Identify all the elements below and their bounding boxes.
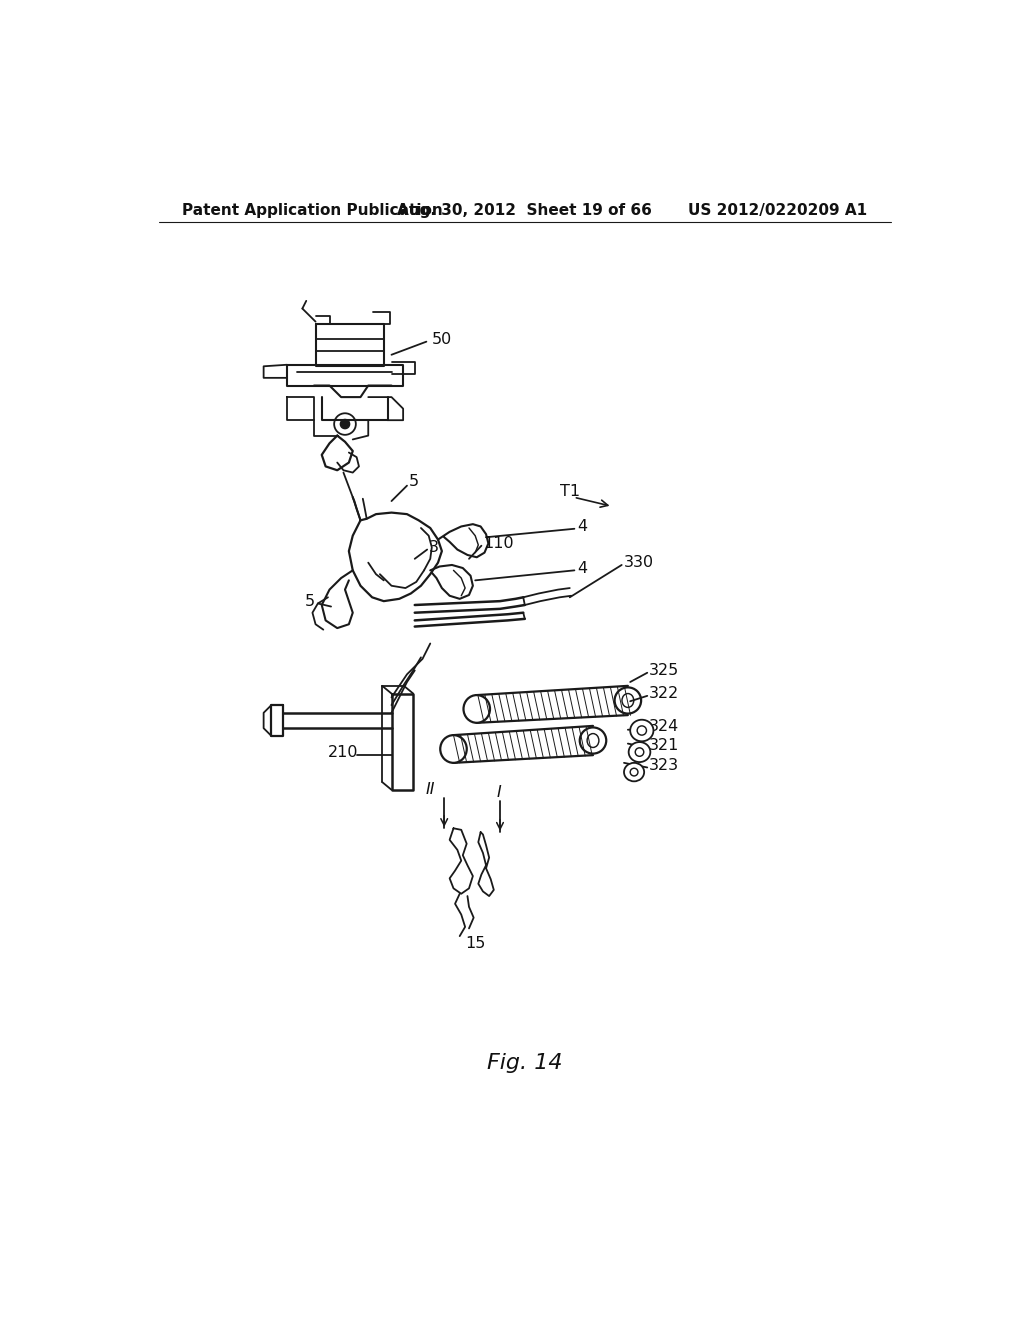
Text: 330: 330	[624, 556, 654, 570]
Text: 3: 3	[429, 540, 438, 554]
Text: 5: 5	[409, 474, 419, 490]
Text: Aug. 30, 2012  Sheet 19 of 66: Aug. 30, 2012 Sheet 19 of 66	[397, 203, 652, 218]
Circle shape	[340, 420, 349, 429]
Ellipse shape	[464, 696, 490, 723]
Text: II: II	[426, 783, 435, 797]
Ellipse shape	[580, 727, 606, 754]
Text: 321: 321	[649, 738, 679, 752]
Text: T1: T1	[560, 483, 581, 499]
Text: 324: 324	[649, 719, 679, 734]
Text: Patent Application Publication: Patent Application Publication	[182, 203, 443, 218]
Ellipse shape	[629, 742, 650, 762]
Text: Fig. 14: Fig. 14	[487, 1053, 562, 1073]
Text: 4: 4	[578, 519, 588, 535]
Text: 4: 4	[578, 561, 588, 576]
Text: 50: 50	[432, 331, 452, 347]
Text: I: I	[497, 785, 502, 800]
Text: 210: 210	[328, 746, 358, 760]
Ellipse shape	[440, 735, 467, 763]
Text: 323: 323	[649, 758, 679, 772]
Text: 110: 110	[483, 536, 514, 550]
Ellipse shape	[624, 763, 644, 781]
Text: 15: 15	[465, 936, 485, 952]
Text: 322: 322	[649, 686, 679, 701]
Text: 325: 325	[649, 663, 679, 678]
Ellipse shape	[614, 688, 641, 714]
Text: US 2012/0220209 A1: US 2012/0220209 A1	[688, 203, 867, 218]
Text: 5: 5	[305, 594, 314, 609]
Ellipse shape	[630, 719, 653, 742]
